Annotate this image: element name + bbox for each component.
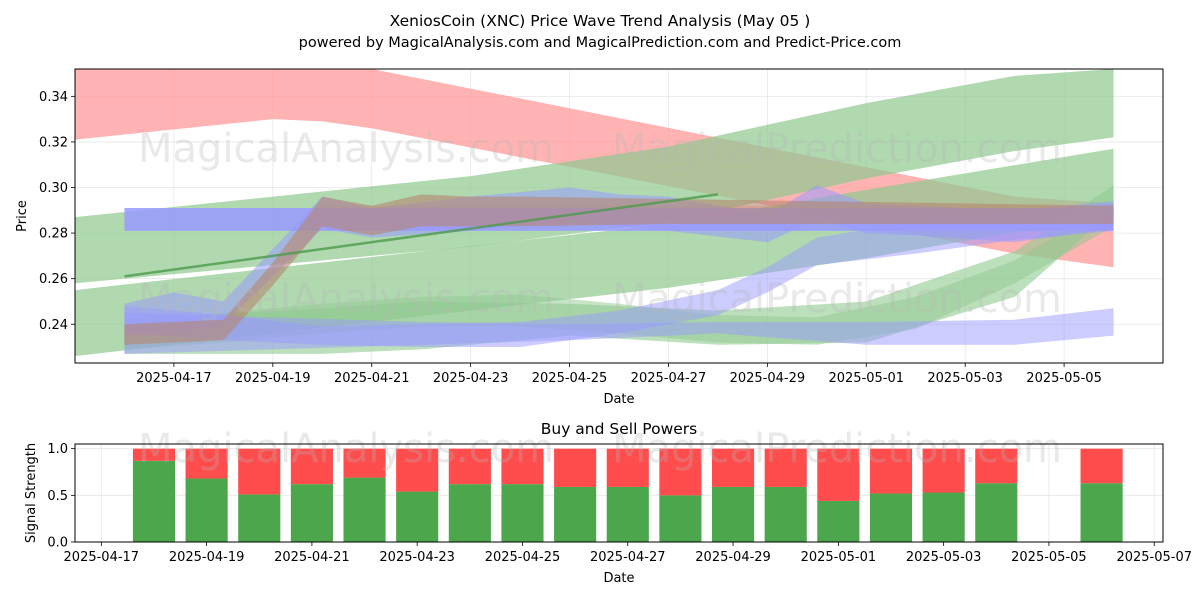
signal-x-tick-label: 2025-04-29 xyxy=(695,550,771,565)
signal-x-tick-label: 2025-05-03 xyxy=(906,550,982,565)
buy-bar xyxy=(501,484,544,542)
signal-panel-title: Buy and Sell Powers xyxy=(541,420,698,438)
watermark-prediction-bottom: MagicalPrediction.com xyxy=(612,426,1062,472)
price-y-tick-label: 0.26 xyxy=(39,272,68,287)
buy-bar xyxy=(922,492,965,542)
signal-x-tick-label: 2025-04-23 xyxy=(379,550,455,565)
sell-bar xyxy=(396,448,439,492)
watermark-analysis-top: MagicalAnalysis.com xyxy=(138,126,554,172)
sell-bar xyxy=(238,448,281,495)
price-y-tick-label: 0.30 xyxy=(39,181,68,196)
signal-x-tick-label: 2025-04-25 xyxy=(485,550,561,565)
buy-bar xyxy=(132,460,176,542)
price-x-tick-label: 2025-04-17 xyxy=(136,371,212,386)
trend-line-green xyxy=(124,193,719,278)
buy-bar xyxy=(290,484,333,542)
price-y-tick-label: 0.28 xyxy=(39,227,68,242)
signal-y-tick-label: 1.0 xyxy=(47,442,68,457)
signal-x-tick-label: 2025-05-01 xyxy=(801,550,877,565)
price-x-ticks: 2025-04-17 2025-04-19 2025-04-21 2025-04-23… xyxy=(136,363,1102,386)
sell-bar xyxy=(817,448,860,501)
signal-x-ticks: 2025-04-17 2025-04-19 2025-04-21 2025-04-23… xyxy=(64,542,1192,565)
buy-bar xyxy=(764,486,807,542)
signal-plot-frame xyxy=(74,443,1164,543)
buy-bar xyxy=(238,494,281,542)
sell-bar xyxy=(554,448,597,487)
sell-bar xyxy=(975,448,1018,484)
price-y-tick-label: 0.24 xyxy=(39,318,68,333)
buy-bar xyxy=(554,486,597,542)
sell-bar xyxy=(606,448,649,487)
signal-bars xyxy=(132,448,1123,542)
sell-bar xyxy=(1080,448,1123,484)
signal-x-tick-label: 2025-04-17 xyxy=(64,550,140,565)
signal-x-tick-label: 2025-05-07 xyxy=(1116,550,1192,565)
sell-bar xyxy=(764,448,807,487)
watermark-prediction-mid: MagicalPrediction.com xyxy=(612,276,1062,322)
wave-band-blue xyxy=(124,201,1114,348)
price-x-tick-label: 2025-04-25 xyxy=(532,371,608,386)
sell-bar xyxy=(185,448,228,479)
sell-bar xyxy=(132,448,176,461)
price-y-tick-label: 0.32 xyxy=(39,135,68,150)
buy-bar xyxy=(712,486,755,542)
signal-y-tick-label: 0.0 xyxy=(47,536,68,551)
buy-bar xyxy=(448,484,491,542)
price-x-tick-label: 2025-04-23 xyxy=(433,371,509,386)
signal-x-axis-label: Date xyxy=(603,571,634,586)
band-layer xyxy=(75,69,1114,357)
sell-bar xyxy=(922,448,965,493)
signal-x-tick-label: 2025-05-05 xyxy=(1011,550,1087,565)
sell-bar xyxy=(343,448,386,478)
wave-band-blue xyxy=(124,308,1114,354)
signal-y-ticks: 0.0 0.5 1.0 xyxy=(47,442,75,551)
sell-bar xyxy=(448,448,491,485)
price-y-ticks: 0.24 0.26 0.28 0.30 0.32 0.34 xyxy=(39,90,75,333)
price-watermarks: MagicalAnalysis.com MagicalPrediction.co… xyxy=(138,126,1062,322)
signal-panel: Buy and Sell Powers MagicalAnalysis.com … xyxy=(24,420,1192,586)
watermark-prediction-top: MagicalPrediction.com xyxy=(612,126,1062,172)
price-x-tick-label: 2025-05-01 xyxy=(828,371,904,386)
price-x-tick-label: 2025-04-19 xyxy=(235,371,311,386)
price-x-tick-label: 2025-04-29 xyxy=(730,371,806,386)
sell-bar xyxy=(712,448,755,487)
chart-subtitle: powered by MagicalAnalysis.com and Magic… xyxy=(299,35,902,51)
price-panel: MagicalAnalysis.com MagicalPrediction.co… xyxy=(15,68,1164,407)
price-y-tick-label: 0.34 xyxy=(39,90,68,105)
sell-bar xyxy=(659,448,702,496)
price-bands xyxy=(75,69,1114,357)
signal-y-tick-label: 0.5 xyxy=(47,489,68,504)
watermark-analysis-bottom: MagicalAnalysis.com xyxy=(138,426,554,472)
price-x-axis-label: Date xyxy=(603,392,634,407)
buy-bar xyxy=(975,483,1018,542)
buy-bar xyxy=(185,478,228,542)
price-x-tick-label: 2025-05-03 xyxy=(927,371,1003,386)
price-x-tick-label: 2025-04-21 xyxy=(334,371,410,386)
price-lines xyxy=(124,193,719,278)
signal-y-axis-label: Signal Strength xyxy=(24,443,39,543)
buy-bar xyxy=(869,493,913,542)
wave-band-brown xyxy=(124,194,1114,345)
buy-bar xyxy=(817,500,860,542)
price-x-tick-label: 2025-04-27 xyxy=(631,371,707,386)
signal-x-tick-label: 2025-04-27 xyxy=(590,550,666,565)
chart-title: XeniosCoin (XNC) Price Wave Trend Analys… xyxy=(390,12,811,30)
price-x-tick-label: 2025-05-05 xyxy=(1026,371,1102,386)
buy-bar xyxy=(606,486,649,542)
signal-x-tick-label: 2025-04-19 xyxy=(169,550,245,565)
buy-bar xyxy=(396,491,439,542)
buy-bar xyxy=(1080,483,1123,542)
watermark-analysis-mid: MagicalAnalysis.com xyxy=(138,276,554,322)
price-plot-frame xyxy=(74,68,1164,364)
signal-x-tick-label: 2025-04-21 xyxy=(274,550,350,565)
sell-bar xyxy=(869,448,913,494)
signal-watermarks: MagicalAnalysis.com MagicalPrediction.co… xyxy=(138,426,1062,472)
wave-band-green xyxy=(124,201,1114,350)
sell-bar xyxy=(290,448,333,485)
sell-bar xyxy=(501,448,544,485)
price-y-axis-label: Price xyxy=(15,200,30,232)
buy-bar xyxy=(659,495,702,542)
buy-bar xyxy=(343,477,386,542)
